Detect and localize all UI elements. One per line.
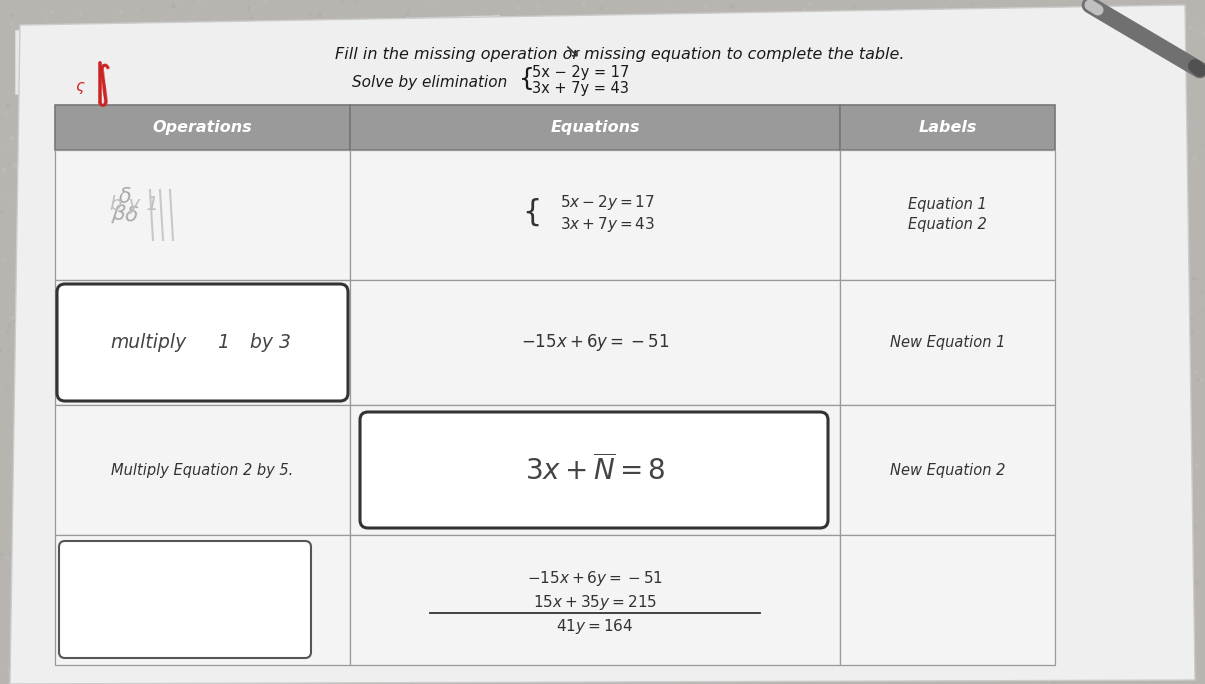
Text: $-15x + 6y = -51$: $-15x + 6y = -51$ [527, 568, 663, 588]
Text: $\delta$: $\delta$ [118, 187, 133, 207]
Text: 1: 1 [217, 333, 229, 352]
Bar [349, 150, 840, 280]
Bar [55, 105, 349, 150]
FancyBboxPatch shape [57, 284, 348, 401]
Text: $\{$: $\{$ [518, 64, 533, 92]
FancyBboxPatch shape [59, 541, 311, 658]
FancyBboxPatch shape [360, 412, 828, 528]
Bar [55, 150, 349, 280]
Text: $\beta \delta$: $\beta \delta$ [110, 202, 140, 228]
Text: b y 1: b y 1 [110, 196, 159, 215]
Bar [55, 535, 349, 665]
Text: $5x - 2y = 17$: $5x - 2y = 17$ [560, 192, 656, 211]
Text: $-15x + 6y = -51$: $-15x + 6y = -51$ [521, 332, 669, 353]
Text: $3x + 7y = 43$: $3x + 7y = 43$ [560, 215, 656, 235]
Bar [840, 280, 1056, 405]
Text: by 3: by 3 [249, 333, 290, 352]
Bar [349, 405, 840, 535]
Text: Equation 2: Equation 2 [909, 218, 987, 233]
Text: $3x + \overline{N} = 8$: $3x + \overline{N} = 8$ [524, 454, 665, 486]
Text: $\int$: $\int$ [88, 60, 118, 109]
Bar [840, 150, 1056, 280]
Text: Operations: Operations [153, 120, 252, 135]
Polygon shape [10, 5, 1195, 684]
Text: Fill in the missing operation or missing equation to complete the table.: Fill in the missing operation or missing… [335, 47, 905, 62]
Bar [55, 405, 349, 535]
Text: Multiply Equation 2 by 5.: Multiply Equation 2 by 5. [111, 462, 294, 477]
Text: $\{$: $\{$ [523, 196, 540, 228]
Text: Equations: Equations [551, 120, 640, 135]
Bar [349, 105, 840, 150]
Text: 5x − 2y = 17: 5x − 2y = 17 [531, 66, 629, 81]
Bar [840, 405, 1056, 535]
Text: $41y = 164$: $41y = 164$ [557, 616, 634, 635]
Polygon shape [14, 15, 500, 95]
Text: multiply: multiply [110, 333, 187, 352]
Bar [840, 535, 1056, 665]
Text: 3x + 7y = 43: 3x + 7y = 43 [531, 81, 629, 96]
Bar [840, 105, 1056, 150]
Text: $\varsigma$: $\varsigma$ [75, 80, 86, 96]
Bar [55, 280, 349, 405]
Bar [349, 535, 840, 665]
Text: Solve by elimination: Solve by elimination [352, 75, 507, 90]
Bar [349, 280, 840, 405]
Text: Labels: Labels [918, 120, 977, 135]
Text: $15x + 35y = 215$: $15x + 35y = 215$ [533, 592, 657, 611]
Text: New Equation 2: New Equation 2 [889, 462, 1005, 477]
Text: New Equation 1: New Equation 1 [889, 335, 1005, 350]
Text: Equation 1: Equation 1 [909, 198, 987, 213]
Text: $\searrow$: $\searrow$ [560, 42, 580, 62]
